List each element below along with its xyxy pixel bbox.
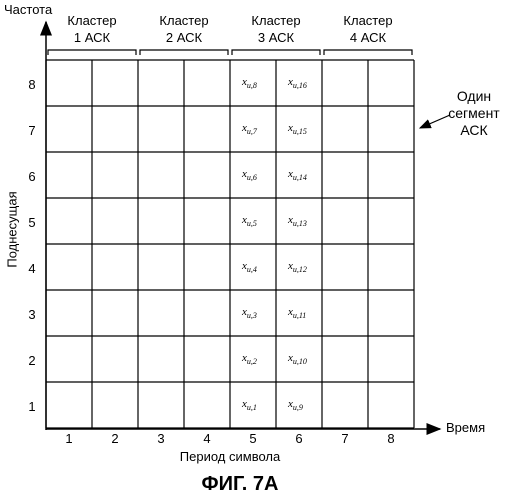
subcarrier-tick-2: 2 <box>22 353 42 368</box>
cluster-2-word: Кластер <box>138 12 230 29</box>
cell-label-x-u-5: xu,5 <box>242 214 257 228</box>
cluster-3-header: Кластер 3 АСК <box>230 12 322 46</box>
subcarrier-tick-1: 1 <box>22 399 42 414</box>
subcarrier-tick-6: 6 <box>22 169 42 184</box>
cluster-2-brace <box>140 50 228 55</box>
cell-label-x-u-7: xu,7 <box>242 122 257 136</box>
symbol-tick-4: 4 <box>184 431 230 446</box>
cluster-1-name: 1 АСК <box>46 29 138 46</box>
cluster-2-name: 2 АСК <box>138 29 230 46</box>
cluster-1-word: Кластер <box>46 12 138 29</box>
subcarrier-tick-4: 4 <box>22 261 42 276</box>
cell-label-x-u-4: xu,4 <box>242 260 257 274</box>
cell-label-x-u-3: xu,3 <box>242 306 257 320</box>
cluster-4-name: 4 АСК <box>322 29 414 46</box>
cluster-4-header: Кластер 4 АСК <box>322 12 414 46</box>
cell-label-x-u-13: xu,13 <box>288 214 307 228</box>
time-axis-title: Время <box>446 420 485 435</box>
cell-label-x-u-14: xu,14 <box>288 168 307 182</box>
subcarrier-axis-label: Поднесущая <box>5 190 20 270</box>
segment-callout-line-3: АСК <box>444 122 504 139</box>
cell-label-x-u-8: xu,8 <box>242 76 257 90</box>
figure-caption: ФИГ. 7А <box>150 473 330 496</box>
symbol-tick-8: 8 <box>368 431 414 446</box>
cell-label-x-u-6: xu,6 <box>242 168 257 182</box>
symbol-tick-3: 3 <box>138 431 184 446</box>
subcarrier-tick-7: 7 <box>22 123 42 138</box>
cluster-2-header: Кластер 2 АСК <box>138 12 230 46</box>
symbol-tick-2: 2 <box>92 431 138 446</box>
segment-callout: Один сегмент АСК <box>444 88 504 139</box>
cell-label-x-u-9: xu,9 <box>288 398 303 412</box>
frequency-axis-title: Частота <box>4 2 52 17</box>
subcarrier-tick-3: 3 <box>22 307 42 322</box>
cluster-3-word: Кластер <box>230 12 322 29</box>
cell-label-x-u-10: xu,10 <box>288 352 307 366</box>
symbol-tick-6: 6 <box>276 431 322 446</box>
subcarrier-tick-5: 5 <box>22 215 42 230</box>
symbol-period-axis-label: Период символа <box>150 449 310 464</box>
cell-label-x-u-11: xu,11 <box>288 306 306 320</box>
cell-label-x-u-2: xu,2 <box>242 352 257 366</box>
cell-label-x-u-16: xu,16 <box>288 76 307 90</box>
segment-callout-line-1: Один <box>444 88 504 105</box>
symbol-tick-5: 5 <box>230 431 276 446</box>
subcarrier-tick-8: 8 <box>22 77 42 92</box>
segment-callout-line-2: сегмент <box>444 105 504 122</box>
cluster-1-brace <box>48 50 136 55</box>
cluster-4-brace <box>324 50 412 55</box>
symbol-tick-1: 1 <box>46 431 92 446</box>
cell-label-x-u-1: xu,1 <box>242 398 257 412</box>
cluster-4-word: Кластер <box>322 12 414 29</box>
symbol-tick-7: 7 <box>322 431 368 446</box>
cell-label-x-u-15: xu,15 <box>288 122 307 136</box>
cell-label-x-u-12: xu,12 <box>288 260 307 274</box>
cluster-1-header: Кластер 1 АСК <box>46 12 138 46</box>
cluster-3-name: 3 АСК <box>230 29 322 46</box>
cluster-3-brace <box>232 50 320 55</box>
